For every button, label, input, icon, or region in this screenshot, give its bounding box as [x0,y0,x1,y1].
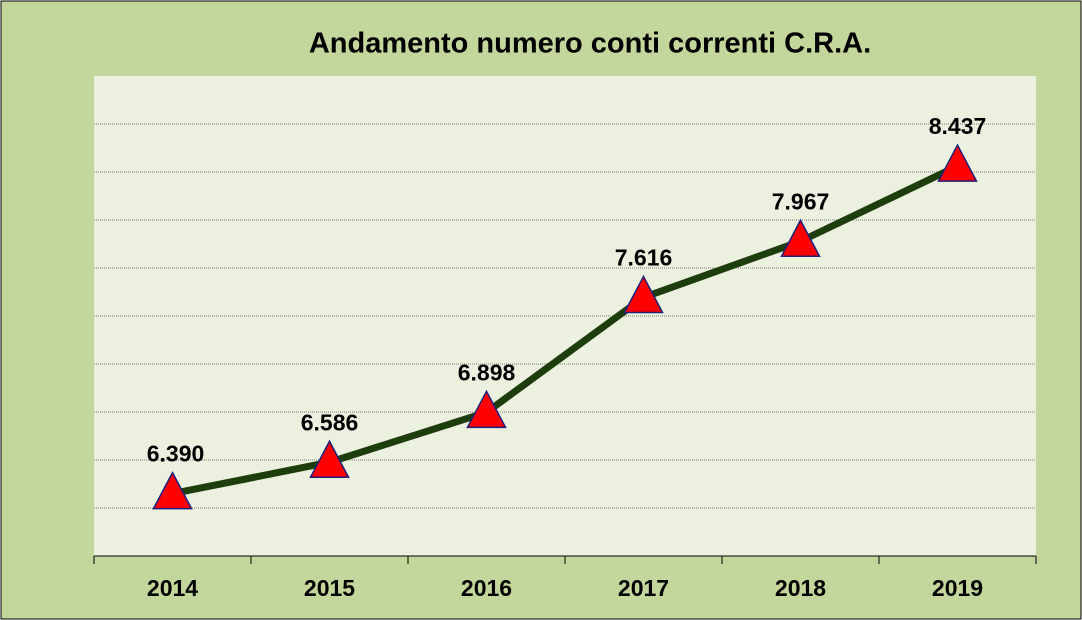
x-tick-label: 2016 [461,575,512,601]
chart-title: Andamento numero conti correnti C.R.A. [309,28,871,60]
marker [152,470,193,510]
x-tick-label: 2015 [304,575,355,601]
data-label: 6.586 [301,409,359,435]
data-label: 7.967 [772,188,830,214]
marker [309,439,350,478]
x-tick-label: 2017 [618,575,669,601]
data-label: 6.898 [458,359,516,385]
data-label: 8.437 [929,113,987,139]
data-label: 6.390 [147,441,205,467]
x-tick-label: 2018 [775,575,826,601]
x-tick-label: 2019 [932,575,983,601]
data-label: 7.616 [615,245,673,271]
marker [780,218,821,258]
line [171,162,960,498]
marker [623,274,664,314]
marker [937,143,978,182]
x-tick-label: 2014 [147,575,198,601]
marker [466,389,507,429]
